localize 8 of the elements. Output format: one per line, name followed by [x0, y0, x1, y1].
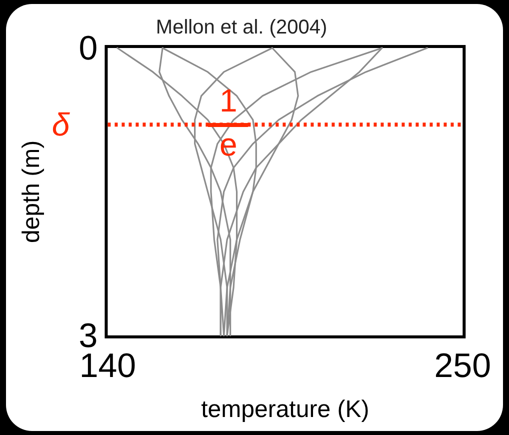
y-axis-title: depth (m) [18, 140, 46, 244]
x-axis-title: temperature (K) [201, 396, 370, 424]
annotation: 1 [219, 82, 238, 118]
ref-line-label: δ [52, 106, 71, 143]
x-tick-label: 250 [434, 347, 492, 386]
chart-title: Mellon et al. (2004) [156, 16, 328, 39]
annotation: e [219, 126, 238, 162]
y-tick-label: 0 [78, 29, 98, 68]
